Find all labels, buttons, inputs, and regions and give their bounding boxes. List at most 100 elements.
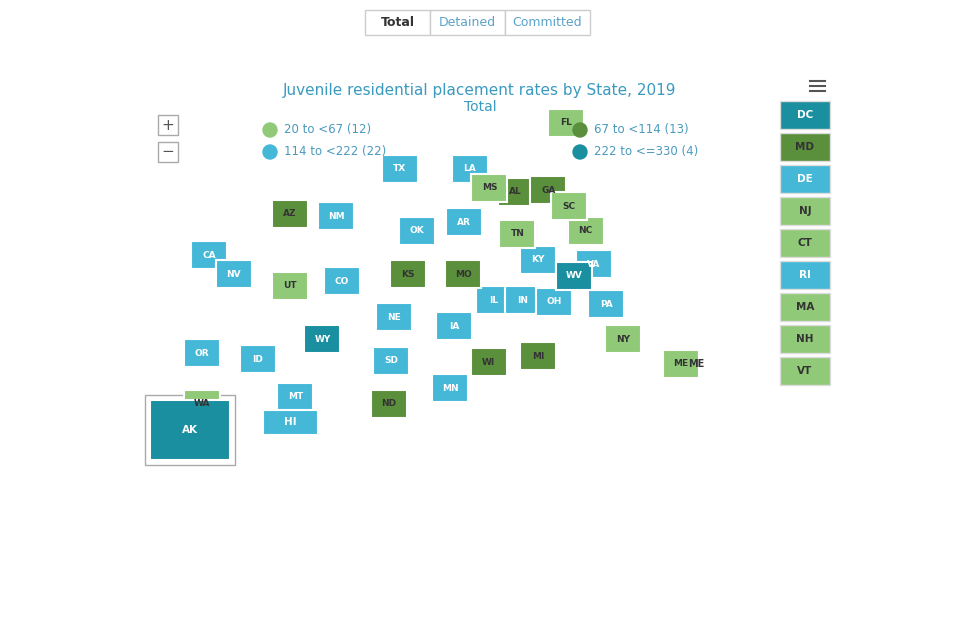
Bar	[780, 325, 830, 353]
Bar	[391, 260, 426, 288]
Bar	[376, 303, 412, 332]
Bar	[158, 115, 178, 135]
Text: WA: WA	[194, 399, 210, 408]
Bar	[158, 142, 178, 162]
Bar	[780, 293, 830, 321]
Text: CA: CA	[203, 251, 216, 260]
Bar	[505, 286, 541, 314]
Text: WV: WV	[566, 271, 583, 280]
Text: DE: DE	[797, 174, 813, 184]
Circle shape	[573, 145, 587, 159]
Text: WI: WI	[482, 358, 495, 367]
Text: MA: MA	[796, 302, 814, 312]
Text: IL: IL	[490, 296, 498, 305]
Bar	[505, 10, 590, 35]
Bar	[499, 220, 536, 248]
Bar	[588, 291, 624, 319]
Text: NC: NC	[579, 227, 592, 236]
Bar	[398, 217, 435, 245]
Text: SC: SC	[563, 202, 575, 211]
Text: 20 to <67 (12): 20 to <67 (12)	[284, 124, 372, 136]
Text: MT: MT	[288, 392, 303, 401]
Bar	[452, 155, 488, 183]
Bar	[520, 246, 556, 274]
Text: NV: NV	[227, 269, 241, 278]
Bar	[373, 347, 410, 374]
Bar	[272, 271, 308, 300]
Text: −: −	[161, 145, 175, 159]
Text: AK: AK	[182, 425, 198, 435]
Text: MI: MI	[532, 352, 544, 361]
Bar	[432, 374, 468, 402]
Text: NE: NE	[388, 313, 401, 322]
Text: ND: ND	[381, 399, 396, 408]
Text: CT: CT	[798, 238, 812, 248]
Text: 222 to <=330 (4): 222 to <=330 (4)	[594, 145, 698, 159]
Bar	[216, 260, 252, 288]
Bar	[551, 193, 587, 220]
Bar	[780, 133, 830, 161]
Text: 67 to <114 (13): 67 to <114 (13)	[594, 124, 688, 136]
Bar	[520, 342, 556, 371]
Bar	[530, 177, 566, 205]
Circle shape	[263, 123, 277, 137]
Bar	[780, 357, 830, 385]
Text: MO: MO	[455, 269, 471, 278]
Text: OK: OK	[409, 227, 424, 236]
Circle shape	[263, 145, 277, 159]
Text: Detained: Detained	[439, 16, 496, 29]
Bar	[184, 390, 220, 418]
Text: FL: FL	[560, 118, 572, 127]
Text: Committed: Committed	[513, 16, 583, 29]
Bar	[240, 345, 276, 373]
Text: +: +	[161, 118, 175, 132]
Text: DC: DC	[797, 110, 813, 120]
Text: TN: TN	[511, 229, 524, 238]
Text: WY: WY	[314, 335, 330, 344]
Text: OR: OR	[195, 349, 209, 358]
Text: SD: SD	[384, 356, 398, 365]
Text: ME: ME	[687, 358, 704, 369]
Bar	[780, 101, 830, 129]
Bar	[145, 395, 235, 465]
Text: AZ: AZ	[283, 209, 297, 218]
Text: MN: MN	[442, 383, 459, 392]
Text: Total: Total	[380, 16, 415, 29]
Text: ME: ME	[673, 359, 688, 368]
Text: Juvenile residential placement rates by State, 2019: Juvenile residential placement rates by …	[283, 83, 677, 97]
Bar	[476, 286, 512, 314]
Text: NH: NH	[796, 334, 814, 344]
Text: NY: NY	[616, 335, 630, 344]
Text: KY: KY	[531, 255, 544, 264]
Bar	[382, 155, 418, 183]
Bar	[319, 202, 354, 230]
Bar	[780, 229, 830, 257]
Text: HI: HI	[284, 417, 297, 427]
Text: NJ: NJ	[799, 206, 811, 216]
Bar	[184, 339, 220, 367]
Text: ID: ID	[252, 355, 263, 364]
Bar	[662, 349, 699, 378]
Text: VT: VT	[798, 366, 812, 376]
Bar	[780, 261, 830, 289]
Bar	[470, 348, 507, 376]
Circle shape	[573, 123, 587, 137]
Bar	[497, 178, 534, 206]
Bar	[567, 217, 604, 245]
Text: IN: IN	[517, 296, 529, 305]
Text: KS: KS	[401, 269, 415, 278]
Text: CO: CO	[335, 277, 349, 286]
Bar	[262, 410, 318, 435]
Text: MD: MD	[796, 142, 814, 152]
Bar	[272, 200, 308, 228]
Text: 114 to <222 (22): 114 to <222 (22)	[284, 145, 386, 159]
Bar	[536, 287, 572, 316]
Bar	[324, 268, 360, 295]
Text: Total: Total	[464, 100, 496, 114]
Text: IA: IA	[449, 321, 459, 330]
Bar	[436, 312, 472, 340]
Bar	[576, 250, 612, 278]
Bar	[780, 197, 830, 225]
Text: VA: VA	[588, 260, 601, 269]
Text: AL: AL	[509, 188, 522, 196]
